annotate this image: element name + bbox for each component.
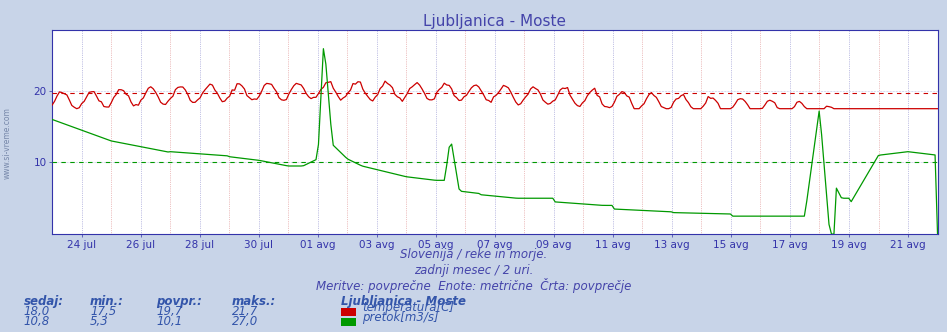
Text: temperatura[C]: temperatura[C]	[362, 301, 454, 314]
Text: 19,7: 19,7	[156, 305, 183, 318]
Text: 10,8: 10,8	[24, 315, 50, 328]
Text: zadnji mesec / 2 uri.: zadnji mesec / 2 uri.	[414, 264, 533, 277]
Text: sedaj:: sedaj:	[24, 295, 63, 308]
Text: min.:: min.:	[90, 295, 124, 308]
Text: povpr.:: povpr.:	[156, 295, 202, 308]
Text: 18,0: 18,0	[24, 305, 50, 318]
Text: www.si-vreme.com: www.si-vreme.com	[3, 107, 12, 179]
Text: Slovenija / reke in morje.: Slovenija / reke in morje.	[400, 248, 547, 261]
Text: 21,7: 21,7	[232, 305, 259, 318]
Text: Ljubljanica - Moste: Ljubljanica - Moste	[341, 295, 466, 308]
Text: 10,1: 10,1	[156, 315, 183, 328]
Title: Ljubljanica - Moste: Ljubljanica - Moste	[423, 14, 566, 29]
Text: 5,3: 5,3	[90, 315, 109, 328]
Text: pretok[m3/s]: pretok[m3/s]	[362, 311, 438, 324]
Text: maks.:: maks.:	[232, 295, 277, 308]
Text: 27,0: 27,0	[232, 315, 259, 328]
Text: 17,5: 17,5	[90, 305, 116, 318]
Text: Meritve: povprečne  Enote: metrične  Črta: povprečje: Meritve: povprečne Enote: metrične Črta:…	[315, 278, 632, 292]
